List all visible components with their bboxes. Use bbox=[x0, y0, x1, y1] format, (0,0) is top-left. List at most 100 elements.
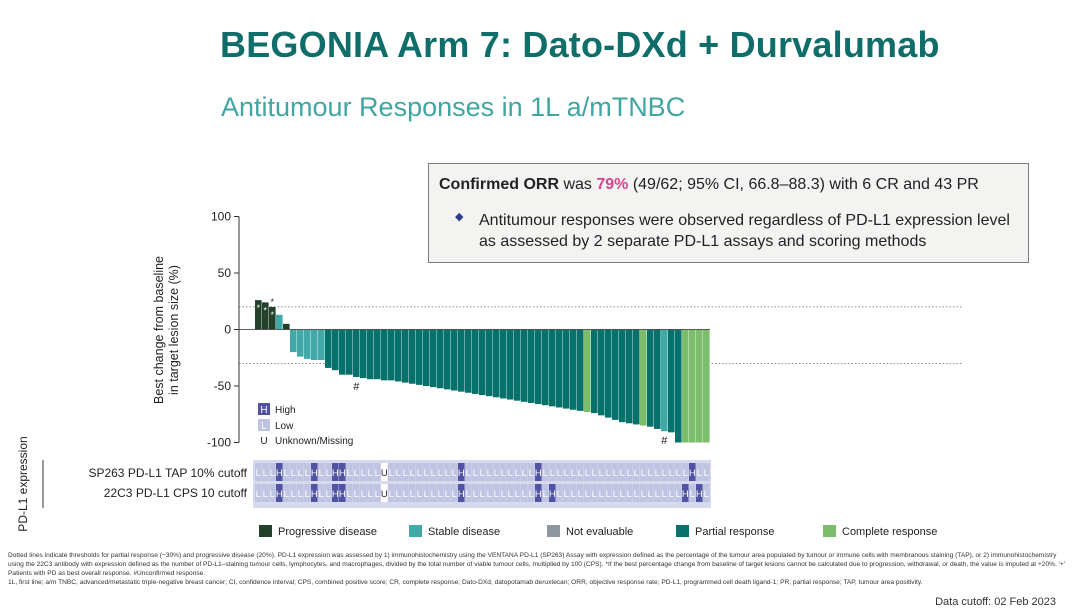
sp263-cell-code: L bbox=[291, 468, 296, 479]
c22c3-cell-code: L bbox=[354, 489, 359, 500]
response-legend-swatch bbox=[676, 525, 689, 537]
sp263-cell bbox=[430, 463, 437, 481]
sp263-cell bbox=[402, 463, 409, 481]
sp263-cell bbox=[388, 463, 395, 481]
sp263-cell bbox=[374, 463, 381, 481]
sp263-cell bbox=[381, 463, 388, 481]
c22c3-cell-code: L bbox=[557, 489, 562, 500]
c22c3-cell bbox=[521, 484, 528, 502]
sp263-cell-code: L bbox=[550, 468, 555, 479]
orr-detail: (49/62; 95% CI, 66.8–88.3) with 6 CR and… bbox=[628, 176, 979, 193]
c22c3-cell-code: L bbox=[480, 489, 485, 500]
c22c3-cell-code: L bbox=[291, 489, 296, 500]
c22c3-cell-code: H bbox=[682, 489, 689, 500]
c22c3-cell bbox=[367, 484, 374, 502]
c22c3-cell-code: L bbox=[389, 489, 394, 500]
sp263-cell-code: L bbox=[256, 468, 261, 479]
c22c3-cell bbox=[353, 484, 360, 502]
c22c3-cell-code: L bbox=[592, 489, 597, 500]
sp263-cell-code: H bbox=[535, 468, 542, 479]
sp263-cell-code: H bbox=[689, 468, 696, 479]
expression-legend-code: H bbox=[260, 405, 267, 416]
c22c3-cell bbox=[605, 484, 612, 502]
bar bbox=[458, 329, 465, 392]
sp263-cell bbox=[703, 463, 710, 481]
c22c3-cell-code: L bbox=[319, 489, 324, 500]
expression-legend-label: Low bbox=[275, 421, 294, 432]
c22c3-cell-code: L bbox=[529, 489, 534, 500]
bar-annotation: # bbox=[353, 381, 360, 393]
sp263-cell-code: L bbox=[319, 468, 324, 479]
bar bbox=[416, 329, 423, 385]
c22c3-cell bbox=[304, 484, 311, 502]
c22c3-cell-code: L bbox=[641, 489, 646, 500]
bar bbox=[409, 329, 416, 384]
c22c3-cell bbox=[409, 484, 416, 502]
sp263-cell-code: H bbox=[332, 468, 339, 479]
bar bbox=[584, 329, 591, 412]
sp263-cell-code: H bbox=[311, 468, 318, 479]
c22c3-cell bbox=[493, 484, 500, 502]
callout-bullet-text: Antitumour responses were observed regar… bbox=[479, 212, 1010, 250]
bar bbox=[381, 329, 388, 381]
sp263-cell-code: L bbox=[326, 468, 331, 479]
bar bbox=[451, 329, 458, 391]
bar bbox=[703, 329, 710, 443]
sp263-cell-code: L bbox=[557, 468, 562, 479]
c22c3-cell bbox=[647, 484, 654, 502]
bar bbox=[283, 323, 290, 330]
sp263-cell bbox=[409, 463, 416, 481]
bar bbox=[500, 329, 507, 399]
sp263-cell-code: L bbox=[431, 468, 436, 479]
sp263-cell bbox=[255, 463, 262, 481]
sp263-cell-code: L bbox=[564, 468, 569, 479]
c22c3-cell bbox=[500, 484, 507, 502]
sp263-cell-code: L bbox=[620, 468, 625, 479]
sp263-cell bbox=[486, 463, 493, 481]
bar bbox=[465, 329, 472, 393]
c22c3-cell-code: L bbox=[655, 489, 660, 500]
bar bbox=[318, 329, 325, 361]
bar bbox=[626, 329, 633, 424]
bar bbox=[367, 329, 374, 380]
sp263-cell-code: L bbox=[522, 468, 527, 479]
y-axis-label: Best change from baseline bbox=[152, 256, 166, 404]
c22c3-cell-code: L bbox=[284, 489, 289, 500]
sp263-cell-code: L bbox=[578, 468, 583, 479]
c22c3-cell bbox=[584, 484, 591, 502]
sp263-cell-code: L bbox=[592, 468, 597, 479]
c22c3-cell-code: L bbox=[473, 489, 478, 500]
sp263-cell-code: L bbox=[515, 468, 520, 479]
bar bbox=[479, 329, 486, 396]
sp263-cell bbox=[444, 463, 451, 481]
sp263-cell-code: H bbox=[339, 468, 346, 479]
c22c3-cell-code: L bbox=[452, 489, 457, 500]
bar bbox=[507, 329, 514, 400]
c22c3-cell bbox=[381, 484, 388, 502]
orr-was: was bbox=[559, 176, 597, 193]
bar bbox=[682, 329, 689, 443]
sp263-cell-code: L bbox=[270, 468, 275, 479]
sp263-cell bbox=[297, 463, 304, 481]
sp263-cell-code: L bbox=[361, 468, 366, 479]
sp263-cell-code: L bbox=[501, 468, 506, 479]
sp263-cell-code: L bbox=[487, 468, 492, 479]
orr-label: Confirmed ORR bbox=[439, 176, 559, 193]
bar bbox=[633, 329, 640, 425]
c22c3-cell-code: L bbox=[613, 489, 618, 500]
sp263-cell-code: L bbox=[697, 468, 702, 479]
expression-legend-label: High bbox=[275, 405, 296, 416]
sp263-cell-code: L bbox=[438, 468, 443, 479]
c22c3-cell-code: L bbox=[410, 489, 415, 500]
y-tick-label: -100 bbox=[207, 436, 231, 450]
sp263-cell-code: U bbox=[381, 468, 388, 479]
sp263-cell bbox=[682, 463, 689, 481]
c22c3-cell bbox=[577, 484, 584, 502]
c22c3-cell-code: H bbox=[332, 489, 339, 500]
bar bbox=[395, 329, 402, 382]
bar bbox=[297, 329, 304, 357]
sp263-cell bbox=[640, 463, 647, 481]
bar bbox=[437, 329, 444, 389]
sp263-cell-code: L bbox=[368, 468, 373, 479]
sp263-cell bbox=[269, 463, 276, 481]
